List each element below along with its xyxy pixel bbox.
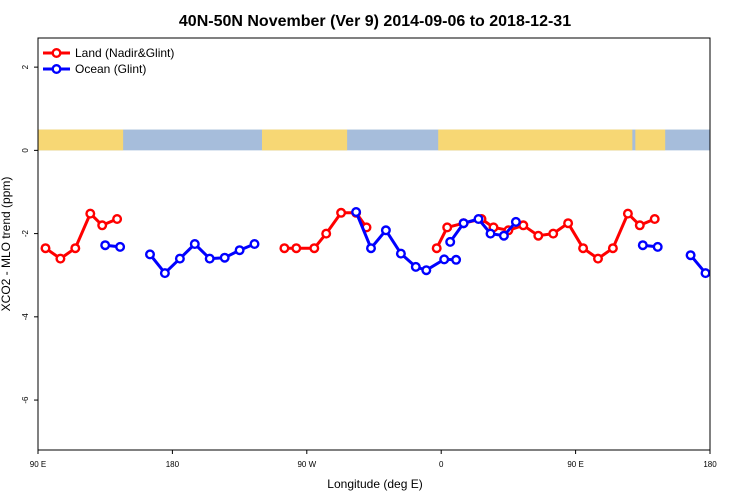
data-point — [204, 253, 215, 264]
plot-frame — [37, 37, 711, 451]
legend-marker-land — [51, 48, 62, 59]
y-tick-label: -2 — [21, 229, 30, 237]
data-point — [607, 243, 618, 254]
x-tick-label: 90 W — [297, 460, 316, 469]
data-point — [685, 250, 696, 261]
map-land — [438, 129, 633, 151]
data-point — [458, 218, 469, 229]
data-point — [451, 254, 462, 265]
data-point — [439, 254, 450, 265]
y-tick-label: 2 — [21, 64, 30, 69]
data-point — [431, 243, 442, 254]
series-ocean — [100, 206, 711, 279]
data-point — [563, 218, 574, 229]
map-land — [262, 129, 348, 151]
data-point — [249, 238, 260, 249]
y-tick-label: 0 — [21, 148, 30, 153]
x-axis-label: Longitude (deg E) — [327, 477, 422, 491]
data-point — [421, 265, 432, 276]
data-point — [115, 241, 126, 252]
data-point — [578, 243, 589, 254]
y-tick-label: -4 — [21, 313, 30, 321]
legend-label-land: Land (Nadir&Glint) — [75, 46, 174, 60]
data-point — [410, 261, 421, 272]
y-axis-label: XCO2 - MLO trend (ppm) — [0, 177, 13, 312]
data-point — [634, 220, 645, 231]
data-point — [395, 248, 406, 259]
data-point — [351, 206, 362, 217]
data-point — [485, 228, 496, 239]
data-point — [279, 243, 290, 254]
data-point — [445, 236, 456, 247]
x-tick-label: 180 — [703, 460, 717, 469]
data-point — [100, 240, 111, 251]
x-axis: 90 E 180 90 W 0 90 E 180 — [30, 450, 717, 469]
map-land — [635, 129, 666, 151]
legend-label-ocean: Ocean (Glint) — [75, 62, 146, 76]
data-point — [97, 220, 108, 231]
legend-marker-ocean — [51, 63, 62, 74]
data-point — [112, 213, 123, 224]
data-point — [55, 253, 66, 264]
data-point — [622, 208, 633, 219]
data-point — [548, 228, 559, 239]
data-point — [649, 213, 660, 224]
data-point — [593, 253, 604, 264]
x-tick-label: 180 — [166, 460, 180, 469]
data-point — [309, 243, 320, 254]
y-axis: 2 0 -2 -4 -6 — [21, 64, 38, 404]
data-point — [652, 241, 663, 252]
x-tick-label: 90 E — [30, 460, 46, 469]
data-point — [321, 228, 332, 239]
data-point — [70, 243, 81, 254]
data-point — [159, 268, 170, 279]
x-tick-label: 90 E — [567, 460, 583, 469]
data-point — [336, 207, 347, 218]
y-tick-label: -6 — [21, 396, 30, 404]
data-point — [442, 222, 453, 233]
data-point — [291, 243, 302, 254]
data-point — [366, 243, 377, 254]
data-point — [380, 225, 391, 236]
series-land — [40, 207, 660, 264]
data-point — [498, 230, 509, 241]
legend: Land (Nadir&Glint) Ocean (Glint) — [43, 46, 174, 76]
data-point — [144, 249, 155, 260]
data-point — [473, 213, 484, 224]
series-layer — [40, 206, 711, 279]
map-land — [38, 129, 124, 151]
data-point — [219, 252, 230, 263]
data-point — [533, 230, 544, 241]
data-point — [85, 208, 96, 219]
x-tick-label: 0 — [439, 460, 444, 469]
data-point — [234, 245, 245, 256]
data-point — [40, 243, 51, 254]
data-point — [637, 240, 648, 251]
data-point — [189, 238, 200, 249]
world-map-strip — [38, 129, 710, 151]
data-point — [174, 253, 185, 264]
data-point — [510, 216, 521, 227]
data-point — [700, 268, 711, 279]
chart-title: 40N-50N November (Ver 9) 2014-09-06 to 2… — [179, 13, 571, 30]
